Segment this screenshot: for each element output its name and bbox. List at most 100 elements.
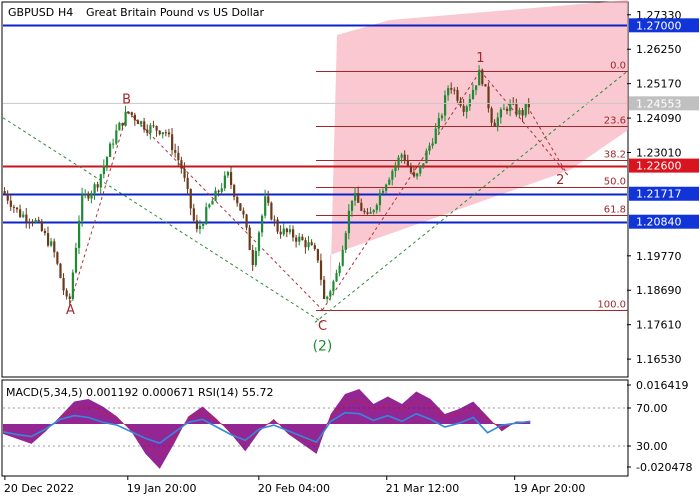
price-tick-label-6: 1.18690 <box>636 284 682 297</box>
candle-body <box>388 179 391 185</box>
level-badge-label-0: 1.27000 <box>636 19 682 32</box>
projection-zone <box>330 0 628 300</box>
candle-body <box>313 245 316 250</box>
candle-body <box>416 173 419 177</box>
candle-body <box>499 109 503 118</box>
rsi-line <box>2 411 531 445</box>
candle-body <box>192 208 195 221</box>
candle-body <box>50 241 53 246</box>
candle-body <box>298 236 301 242</box>
candle-body <box>53 241 56 253</box>
candle-body <box>28 221 31 223</box>
candle-body <box>164 132 168 134</box>
candle-body <box>65 290 68 297</box>
trendline-1 <box>314 71 628 323</box>
candle-body <box>450 88 453 90</box>
current-price-label: 1.24553 <box>636 97 682 110</box>
candle-body <box>279 231 282 235</box>
candle-body <box>357 193 360 203</box>
price-axis: 1.273301.262501.251701.240901.230101.197… <box>3 9 699 366</box>
candle-body <box>493 122 496 127</box>
candle-body <box>198 225 202 229</box>
candle-body <box>471 89 475 100</box>
candle-body <box>264 196 267 216</box>
candle-body <box>431 143 434 146</box>
ind-tick-label-0: 0.016419 <box>636 379 689 392</box>
wave-label-4: 1 <box>476 51 484 66</box>
candle-body <box>360 202 363 211</box>
candle-body <box>3 191 6 194</box>
candle-body <box>484 84 487 87</box>
time-label-3: 21 Mar 12:00 <box>386 482 459 495</box>
candle-body <box>229 172 233 185</box>
candle-body <box>152 125 155 127</box>
candle-body <box>211 200 214 205</box>
candle-body <box>189 188 192 209</box>
time-label-4: 19 Apr 20:00 <box>514 482 586 495</box>
candle-body <box>292 229 295 238</box>
fib-label-4: 61.8 <box>604 205 626 216</box>
candle-body <box>167 132 171 135</box>
candle-body <box>37 219 40 222</box>
fib-label-1: 23.6 <box>604 116 626 127</box>
wave-label-5: 2 <box>556 173 564 188</box>
candle-body <box>19 209 22 217</box>
fib-label-3: 50.0 <box>604 177 626 188</box>
candle-body <box>171 134 174 151</box>
candle-body <box>31 222 34 224</box>
candle-body <box>453 89 456 91</box>
candle-body <box>506 108 509 111</box>
candle-body <box>422 163 425 166</box>
candle-body <box>347 210 351 234</box>
candle-body <box>236 196 239 204</box>
candle-body <box>400 154 403 158</box>
candle-body <box>267 196 270 203</box>
candle-body <box>118 122 121 131</box>
candle-body <box>257 232 261 252</box>
candle-body <box>40 221 43 231</box>
candle-body <box>226 172 230 176</box>
time-label-1: 19 Jan 20:00 <box>127 482 197 495</box>
candle-body <box>332 281 335 292</box>
level-badge-label-2: 1.21717 <box>636 188 682 201</box>
candle-body <box>487 86 490 109</box>
ind-tick-label-1: 70.00 <box>636 402 668 415</box>
candle-body <box>143 121 146 130</box>
level-badge-label-3: 1.20840 <box>636 216 682 229</box>
price-tick-label-5: 1.19770 <box>636 250 682 263</box>
candle-body <box>155 126 158 131</box>
candle-body <box>245 214 248 228</box>
candle-body <box>319 260 323 280</box>
candle-body <box>475 85 478 90</box>
candle-body <box>515 103 518 115</box>
wave-label-2: C <box>318 319 327 334</box>
candle-body <box>146 129 149 133</box>
wave-label-3: (2) <box>313 338 333 354</box>
trendline-3 <box>127 111 323 311</box>
candle-body <box>68 296 71 299</box>
candle-body <box>205 207 208 225</box>
candle-body <box>527 103 530 108</box>
wave-labels: B A C (2) 1 2 <box>66 51 564 355</box>
candle-body <box>307 242 310 248</box>
candle-body <box>425 150 428 164</box>
candle-body <box>248 227 251 250</box>
candle-body <box>282 228 285 235</box>
candle-body <box>273 219 276 221</box>
candle-body <box>521 110 524 116</box>
candle-body <box>363 210 366 213</box>
level-badge-1 <box>629 158 699 173</box>
candle-body <box>99 174 102 188</box>
candle-body <box>177 152 180 161</box>
candle-body <box>102 165 106 175</box>
candle-body <box>9 200 12 207</box>
candle-body <box>437 118 440 129</box>
candle-body <box>518 110 521 115</box>
candle-body <box>524 103 527 116</box>
time-label-2: 20 Feb 04:00 <box>258 482 330 495</box>
candle-body <box>12 206 16 208</box>
candle-body <box>447 88 450 96</box>
candle-body <box>456 90 459 101</box>
candle-body <box>140 121 143 125</box>
